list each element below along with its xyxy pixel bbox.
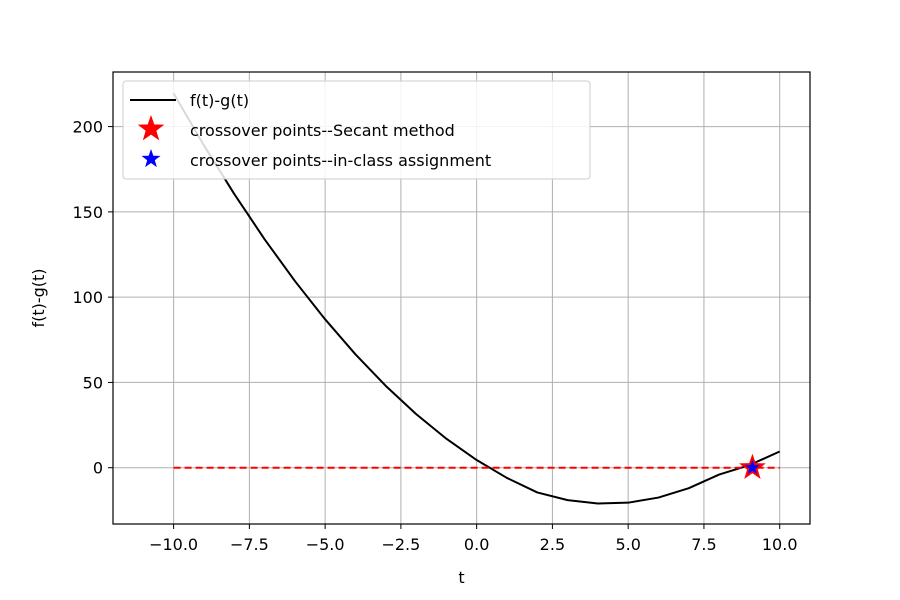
x-tick-label: −10.0: [149, 535, 198, 554]
legend-star-blue-swatch: [141, 149, 161, 168]
x-tick-label: 7.5: [691, 535, 716, 554]
legend: f(t)-g(t) crossover points--Secant metho…: [122, 80, 591, 180]
x-tick-label: −2.5: [381, 535, 420, 554]
y-tick-label: 100: [72, 288, 103, 307]
x-tick-label: 0.0: [464, 535, 489, 554]
y-tick-label: 200: [72, 118, 103, 137]
legend-label-secant: crossover points--Secant method: [190, 121, 455, 140]
legend-label-in-class: crossover points--in-class assignment: [190, 151, 491, 170]
x-tick-label: −7.5: [230, 535, 269, 554]
x-tick-label: 2.5: [540, 535, 565, 554]
x-tick-label: −5.0: [306, 535, 345, 554]
x-tick-label: 5.0: [615, 535, 640, 554]
legend-star-red-swatch: [137, 115, 165, 141]
legend-label-difference: f(t)-g(t): [190, 91, 249, 110]
series-layer: [172, 92, 781, 505]
difference-curve: [172, 92, 781, 505]
y-tick-label: 50: [83, 373, 103, 392]
y-tick-label: 150: [72, 203, 103, 222]
in-class-crossover-marker: [741, 456, 763, 477]
y-axis-label: f(t)-g(t): [29, 268, 48, 327]
x-tick-label: 10.0: [762, 535, 798, 554]
y-axis: 0 50 100 150 200: [72, 118, 113, 478]
x-axis-label: t: [458, 568, 464, 587]
legend-box: [122, 80, 591, 180]
y-tick-label: 0: [93, 459, 103, 478]
plot-frame: [112, 71, 811, 525]
x-axis: −10.0 −7.5 −5.0 −2.5 0.0 2.5 5.0 7.5 10.0: [149, 524, 798, 554]
